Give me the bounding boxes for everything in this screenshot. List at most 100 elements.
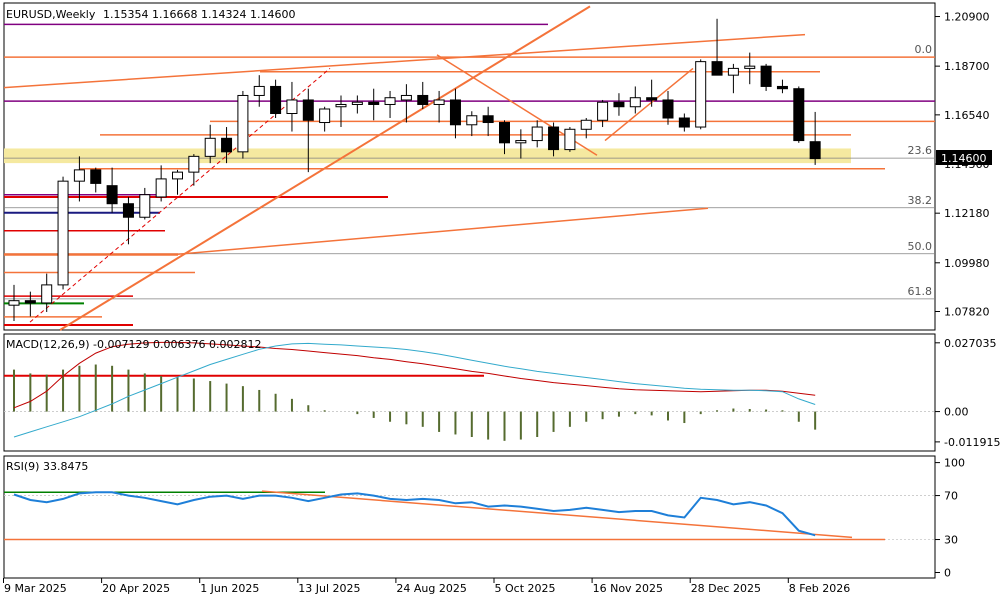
fibonacci-level-label: 50.0 xyxy=(908,240,933,253)
bull-candle xyxy=(41,284,53,304)
bull-candle xyxy=(319,108,331,124)
price-panel-frame xyxy=(3,2,936,331)
fibonacci-level-label: 38.2 xyxy=(908,194,933,207)
price-tick-label: 1.09980 xyxy=(944,257,990,270)
time-tick-label: 9 Mar 2025 xyxy=(4,582,67,595)
bull-candle xyxy=(564,128,576,151)
bull-candle xyxy=(188,155,200,173)
bull-candle xyxy=(515,140,527,144)
rsi-tick-label: 100 xyxy=(944,457,965,470)
rsi-line-path xyxy=(13,491,816,537)
bear-candle xyxy=(809,141,821,160)
macd-signal-line xyxy=(13,341,816,409)
bull-candle xyxy=(597,101,609,121)
bull-candle xyxy=(400,94,412,101)
bull-candle xyxy=(237,94,249,153)
price-tick-label: 1.12180 xyxy=(944,207,990,220)
bull-candle xyxy=(466,115,478,126)
macd-tick-label: -0.011915 xyxy=(944,436,1000,449)
macd-tick-label: 0.027035 xyxy=(944,337,997,350)
price-panel[interactable]: 0.0 23.6 38.2 50.0 61.8 1.20900 1.18700 1.1654… xyxy=(3,2,992,331)
time-tick-label: 16 Nov 2025 xyxy=(593,582,663,595)
bull-candle xyxy=(172,171,183,180)
rsi-panel[interactable]: 100 70 30 0 RSI(9) 33.8475 xyxy=(3,455,965,580)
bear-candle xyxy=(368,101,380,105)
bear-candle xyxy=(793,88,805,142)
rsi-tick-label: 70 xyxy=(944,490,958,503)
bull-candle xyxy=(695,61,707,128)
bull-candle xyxy=(286,99,298,115)
bull-candle xyxy=(351,101,363,105)
time-tick-label: 20 Apr 2025 xyxy=(102,582,170,595)
macd-axis: 0.027035 0.00 -0.011915 xyxy=(935,337,1000,449)
rsi-line xyxy=(13,491,816,537)
support-zone xyxy=(4,148,851,164)
fibonacci-level-label: 0.0 xyxy=(915,43,933,56)
bear-candle xyxy=(221,137,233,153)
bull-candle xyxy=(629,97,641,108)
bull-candle xyxy=(204,137,216,157)
current-price-label: 1.14600 xyxy=(941,152,987,165)
time-tick-label: 28 Dec 2025 xyxy=(691,582,761,595)
bear-candle xyxy=(613,101,625,108)
candle-series xyxy=(8,18,821,321)
time-tick-label: 13 Jul 2025 xyxy=(298,582,360,595)
rsi-header: RSI(9) 33.8475 xyxy=(6,460,88,473)
macd-panel[interactable]: 0.027035 0.00 -0.011915 MACD(12,26,9) -0.0… xyxy=(3,333,1000,452)
bear-candle xyxy=(482,115,494,124)
price-tick-label: 1.20900 xyxy=(944,11,990,24)
bull-candle xyxy=(580,119,592,130)
bear-candle xyxy=(106,185,118,205)
bull-candle xyxy=(727,67,739,76)
bear-candle xyxy=(122,203,134,218)
bear-candle xyxy=(302,99,314,121)
time-tick-label: 8 Feb 2026 xyxy=(789,582,850,595)
bull-candle xyxy=(253,85,265,96)
trend-line xyxy=(59,5,591,331)
rsi-tick-label: 0 xyxy=(944,567,951,580)
time-tick-label: 24 Aug 2025 xyxy=(396,582,466,595)
macd-drawings xyxy=(4,374,935,412)
current-price-tag xyxy=(936,150,992,165)
bull-candle xyxy=(531,126,543,142)
bear-candle xyxy=(270,85,282,115)
time-tick-label: 1 Jun 2025 xyxy=(200,582,259,595)
rsi-axis: 100 70 30 0 xyxy=(935,457,965,580)
trend-line xyxy=(3,33,806,89)
time-tick-label: 5 Oct 2025 xyxy=(495,582,556,595)
bear-candle xyxy=(417,94,429,105)
trend-line xyxy=(174,207,709,256)
rsi-panel-frame xyxy=(3,455,936,579)
bear-candle xyxy=(449,99,461,126)
bull-candle xyxy=(8,300,20,306)
bull-candle xyxy=(57,180,69,286)
bull-candle xyxy=(744,65,756,69)
bear-candle xyxy=(90,169,102,184)
trend-line xyxy=(604,67,694,142)
ohlc-readout: 1.15354 1.16668 1.14324 1.14600 xyxy=(103,8,295,21)
bull-candle xyxy=(335,103,347,108)
bear-candle xyxy=(24,300,36,304)
bear-candle xyxy=(711,61,723,76)
rsi-trend-line xyxy=(261,490,853,539)
time-axis: 9 Mar 2025 20 Apr 2025 1 Jun 2025 13 Jul 20… xyxy=(3,578,850,595)
bull-candle xyxy=(433,99,445,105)
bear-candle xyxy=(760,65,772,87)
bear-candle xyxy=(678,117,690,128)
fibonacci-level-label: 23.6 xyxy=(908,144,933,157)
bear-candle xyxy=(662,99,674,119)
macd-histogram xyxy=(13,364,817,441)
macd-panel-frame xyxy=(3,333,936,452)
price-tick-label: 1.18700 xyxy=(944,60,990,73)
bear-candle xyxy=(499,122,510,144)
bull-candle xyxy=(139,194,151,218)
price-tick-label: 1.07820 xyxy=(944,306,990,319)
bull-candle xyxy=(73,169,85,182)
bull-candle xyxy=(155,178,167,198)
fibonacci-level-label: 61.8 xyxy=(908,285,933,298)
macd-lines xyxy=(13,341,816,438)
macd-main-line xyxy=(13,342,816,438)
bear-candle xyxy=(548,126,560,151)
